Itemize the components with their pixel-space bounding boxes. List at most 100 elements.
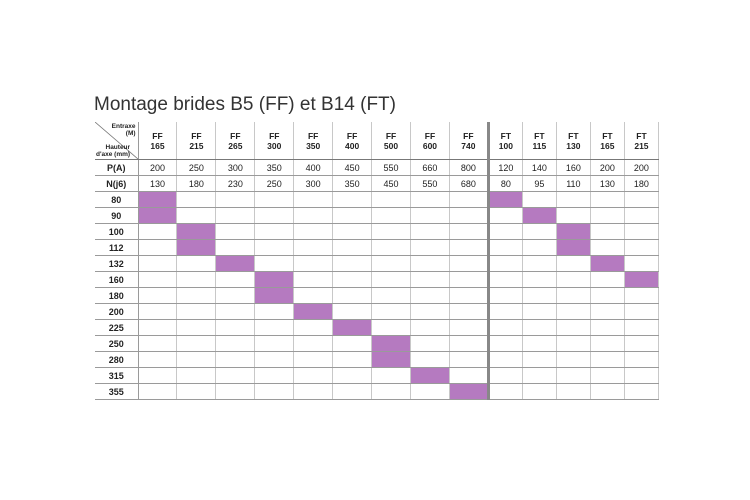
cell [371,191,411,208]
compatible-cell [556,239,591,256]
cell [488,319,523,336]
cell [590,367,625,384]
flange-size: 265 [228,140,243,151]
compatible-cell [556,223,591,240]
cell [332,367,373,384]
corner-bottom-unit: d'axe (mm) [96,151,131,158]
row-label: 180 [95,287,139,304]
height-row: 180 [95,287,660,304]
flange-type: FT [602,130,613,141]
cell [522,303,557,320]
cell [449,287,490,304]
cell [590,207,625,224]
cell [410,223,450,240]
corner-top-unit: (M) [125,130,136,137]
compatible-cell [176,239,217,256]
cell [332,223,373,240]
height-row: 112 [95,239,660,256]
spec-value: 550 [371,159,411,176]
compatible-cell [590,255,625,272]
height-row: 280 [95,351,660,368]
spec-value: 450 [332,159,373,176]
height-row: 250 [95,335,660,352]
spec-value: 180 [176,175,217,192]
flange-size: 500 [383,140,399,151]
compatible-cell [254,271,295,288]
height-row: 315 [95,367,660,384]
cell [215,271,256,288]
cell [522,351,557,368]
cell [449,303,490,320]
flange-type: FT [534,130,545,141]
flange-size: 165 [600,140,615,151]
cell [176,255,217,272]
cell [488,335,523,352]
cell [590,383,625,400]
flange-size: 600 [422,140,438,151]
spec-value: 250 [254,175,295,192]
cell [522,191,557,208]
cell [176,335,217,352]
flange-size: 300 [267,140,282,151]
cell [624,383,660,400]
cell [293,255,334,272]
flange-size: 100 [498,140,513,151]
cell [522,271,557,288]
cell [293,239,334,256]
column-header: FT 215 [624,122,660,160]
cell [293,207,334,224]
cell [449,335,490,352]
cell [176,383,217,400]
cell [410,335,450,352]
cell [254,303,295,320]
cell [410,271,450,288]
cell [176,271,217,288]
cell [624,367,660,384]
cell [138,367,178,384]
cell [293,319,334,336]
cell [254,255,295,272]
compatible-cell [522,207,557,224]
cell [590,303,625,320]
compatible-cell [138,191,178,208]
column-header: FF 600 [410,122,450,160]
cell [556,255,591,272]
cell [215,287,256,304]
cell [410,303,450,320]
cell [590,223,625,240]
flange-size: 215 [634,140,649,151]
height-row: 80 [95,191,660,208]
corner-top-text: Entraxe [111,123,136,130]
cell [371,239,411,256]
cell [371,255,411,272]
cell [293,351,334,368]
flange-type: FF [230,130,241,141]
flange-size: 130 [566,140,581,151]
cell [590,351,625,368]
flange-type: FF [385,130,397,141]
cell [293,223,334,240]
row-label: 315 [95,367,139,384]
cell [449,367,490,384]
cell [371,223,411,240]
compatible-cell [215,255,256,272]
cell [371,319,411,336]
cell [556,303,591,320]
cell [488,351,523,368]
cell [556,271,591,288]
cell [176,303,217,320]
corner-cell: Entraxe (M) Hauteur d'axe (mm) [95,122,139,160]
flange-size: 350 [306,140,321,151]
column-header: FT 165 [590,122,625,160]
cell [176,319,217,336]
row-label: N(j6) [95,175,139,192]
cell [176,367,217,384]
height-row: 355 [95,383,660,400]
cell [410,239,450,256]
flange-type: FF [191,130,202,141]
row-label: 112 [95,239,139,256]
cell [215,367,256,384]
cell [215,351,256,368]
cell [138,335,178,352]
cell [488,239,523,256]
